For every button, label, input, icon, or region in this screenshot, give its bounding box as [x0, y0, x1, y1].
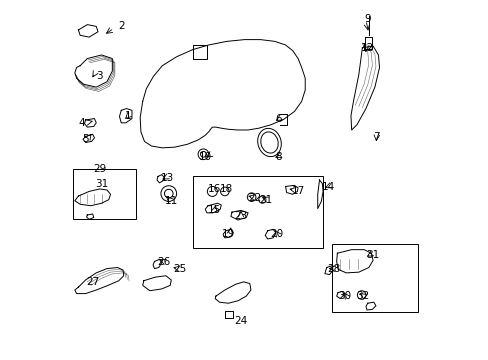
Text: 11: 11 — [164, 197, 178, 206]
Text: 26: 26 — [157, 257, 170, 267]
Text: 17: 17 — [291, 186, 304, 196]
Text: 9: 9 — [364, 14, 370, 24]
Text: 2: 2 — [118, 21, 124, 31]
Text: 6: 6 — [275, 114, 281, 124]
Bar — [73, 169, 135, 219]
Text: 16: 16 — [207, 184, 220, 194]
Text: 28: 28 — [326, 264, 340, 274]
Text: 15: 15 — [207, 205, 220, 215]
Text: 5: 5 — [82, 134, 89, 144]
Text: 22: 22 — [248, 193, 261, 203]
Text: 14: 14 — [321, 182, 334, 192]
Text: 13: 13 — [161, 173, 174, 183]
Text: 8: 8 — [275, 152, 281, 162]
Text: 4: 4 — [79, 118, 85, 128]
Text: 1: 1 — [125, 111, 131, 121]
Text: 32: 32 — [355, 291, 368, 301]
Text: 7: 7 — [373, 132, 379, 142]
Text: 27: 27 — [86, 277, 99, 287]
Text: 10: 10 — [198, 152, 211, 162]
Text: 3: 3 — [96, 71, 103, 81]
Text: 29: 29 — [93, 164, 106, 174]
Text: 24: 24 — [234, 316, 247, 326]
Text: 20: 20 — [269, 229, 283, 239]
Text: 23: 23 — [234, 211, 247, 221]
Text: 18: 18 — [220, 184, 233, 194]
Text: 12: 12 — [360, 43, 374, 53]
Text: 31: 31 — [95, 179, 108, 189]
Text: 19: 19 — [222, 229, 235, 239]
Bar — [331, 244, 417, 312]
Bar — [192, 176, 323, 248]
Text: 31: 31 — [366, 250, 379, 260]
Text: 25: 25 — [173, 264, 186, 274]
Text: 21: 21 — [259, 195, 272, 204]
Text: 30: 30 — [337, 291, 350, 301]
